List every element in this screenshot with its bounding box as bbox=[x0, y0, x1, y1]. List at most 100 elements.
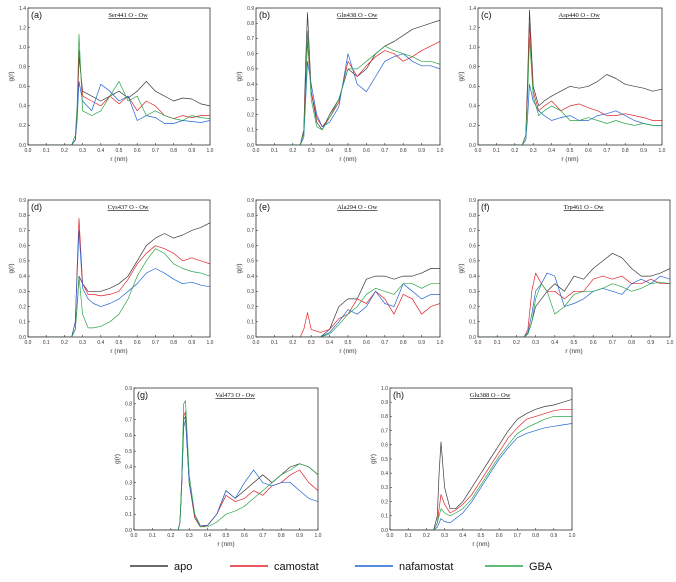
y-tick-label: 0.6 bbox=[469, 243, 476, 249]
y-tick-label: 0.0 bbox=[247, 143, 254, 149]
y-tick-label: 0.1 bbox=[247, 320, 254, 326]
panel-title: Ser441 O - Ow bbox=[108, 12, 148, 19]
panel-title: Ala294 O - Ow bbox=[337, 204, 378, 211]
y-tick-label: 0.7 bbox=[381, 428, 388, 434]
y-tick-label: 0.0 bbox=[19, 335, 26, 341]
y-tick-label: 0.7 bbox=[469, 228, 476, 234]
series-line-camostat bbox=[28, 217, 210, 337]
panel-a: 0.0 0.1 0.2 0.3 0.4 0.5 0.6 0.7 0.8 0.9 1.0 0.0 0.2 0… bbox=[8, 6, 214, 163]
y-tick-label: 0.8 bbox=[247, 213, 254, 219]
x-axis-label: r (nm) bbox=[565, 348, 582, 355]
x-tick-label: 0.1 bbox=[149, 533, 156, 539]
series-line-nafamostat bbox=[478, 272, 670, 337]
panel-title: Cys437 O - Ow bbox=[108, 204, 149, 211]
y-tick-label: 0.2 bbox=[469, 304, 476, 310]
y-tick-label: 0.3 bbox=[381, 485, 388, 491]
plot-frame bbox=[389, 387, 573, 531]
x-tick-label: 0.4 bbox=[326, 148, 333, 154]
y-tick-label: 0.0 bbox=[381, 528, 388, 534]
y-tick-label: 0.6 bbox=[19, 84, 26, 90]
y-tick-label: 1.0 bbox=[469, 45, 476, 51]
y-tick-label: 0.9 bbox=[381, 400, 388, 406]
y-tick-label: 0.4 bbox=[381, 471, 388, 477]
x-axis-label: r (nm) bbox=[339, 156, 356, 163]
y-tick-label: 0.1 bbox=[19, 320, 26, 326]
x-tick-label: 0.4 bbox=[97, 148, 104, 154]
x-tick-label: 0.3 bbox=[186, 533, 193, 539]
x-tick-label: 0.8 bbox=[628, 340, 635, 346]
x-tick-label: 0.7 bbox=[514, 533, 521, 539]
x-tick-label: 0.8 bbox=[400, 340, 407, 346]
x-tick-label: 1.0 bbox=[437, 340, 444, 346]
x-tick-label: 0.8 bbox=[170, 340, 177, 346]
y-tick-label: 0.8 bbox=[19, 213, 26, 219]
series-line-nafamostat bbox=[256, 283, 440, 337]
x-tick-label: 0.8 bbox=[278, 533, 285, 539]
panel-letter: (e) bbox=[259, 202, 270, 212]
series-line-camostat bbox=[134, 411, 318, 530]
y-tick-label: 0.9 bbox=[19, 198, 26, 204]
x-tick-label: 1.0 bbox=[667, 340, 674, 346]
x-tick-label: 0.5 bbox=[567, 148, 574, 154]
x-tick-label: 0.8 bbox=[400, 148, 407, 154]
legend-label: camostat bbox=[274, 561, 319, 573]
y-axis-label: g(r) bbox=[8, 263, 15, 273]
x-tick-label: 0.1 bbox=[405, 533, 412, 539]
x-tick-label: 1.0 bbox=[207, 148, 214, 154]
panel-title: Val473 O - Ow bbox=[215, 392, 255, 399]
legend-label: apo bbox=[174, 561, 192, 573]
x-tick-label: 0.0 bbox=[25, 340, 32, 346]
y-tick-label: 0.3 bbox=[125, 480, 132, 486]
x-tick-label: 0.6 bbox=[241, 533, 248, 539]
panel-title: Asp440 O - Ow bbox=[559, 12, 601, 19]
y-tick-label: 0.1 bbox=[247, 128, 254, 134]
plot-frame bbox=[477, 7, 663, 146]
series-line-GBA bbox=[478, 281, 670, 337]
x-tick-label: 1.0 bbox=[569, 533, 576, 539]
y-tick-label: 0.3 bbox=[19, 289, 26, 295]
series-line-GBA bbox=[390, 416, 572, 530]
series-line-apo bbox=[134, 416, 318, 530]
x-axis-label: r (nm) bbox=[110, 156, 127, 163]
series-line-apo bbox=[478, 9, 662, 145]
y-tick-label: 0.0 bbox=[19, 143, 26, 149]
y-tick-label: 0.1 bbox=[381, 514, 388, 520]
y-tick-label: 0.5 bbox=[247, 259, 254, 265]
x-tick-label: 0.8 bbox=[622, 148, 629, 154]
y-axis-label: g(r) bbox=[236, 71, 243, 81]
y-tick-label: 0.5 bbox=[381, 457, 388, 463]
x-tick-label: 0.0 bbox=[25, 148, 32, 154]
y-tick-label: 0.9 bbox=[125, 386, 132, 392]
x-axis-label: r (nm) bbox=[339, 348, 356, 355]
x-tick-label: 0.5 bbox=[223, 533, 230, 539]
x-tick-label: 0.3 bbox=[308, 148, 315, 154]
series-line-nafamostat bbox=[134, 419, 318, 530]
series-line-camostat bbox=[478, 272, 670, 337]
x-tick-label: 0.9 bbox=[647, 340, 654, 346]
x-tick-label: 0.0 bbox=[475, 340, 482, 346]
x-tick-label: 0.2 bbox=[61, 148, 68, 154]
x-tick-label: 0.5 bbox=[345, 148, 352, 154]
x-tick-label: 0.6 bbox=[496, 533, 503, 539]
x-tick-label: 1.0 bbox=[659, 148, 666, 154]
y-axis-label: g(r) bbox=[370, 454, 377, 464]
y-tick-label: 0.3 bbox=[247, 97, 254, 103]
y-tick-label: 1.4 bbox=[469, 6, 476, 12]
y-tick-label: 0.0 bbox=[247, 335, 254, 341]
series-line-camostat bbox=[478, 22, 662, 145]
x-tick-label: 0.1 bbox=[271, 340, 278, 346]
y-tick-label: 0.6 bbox=[19, 243, 26, 249]
x-tick-label: 0.8 bbox=[532, 533, 539, 539]
y-tick-label: 1.2 bbox=[469, 25, 476, 31]
series-group bbox=[256, 12, 440, 145]
x-tick-label: 0.7 bbox=[381, 148, 388, 154]
series-line-nafamostat bbox=[256, 53, 440, 145]
panel-letter: (f) bbox=[481, 202, 490, 212]
x-tick-label: 0.1 bbox=[271, 148, 278, 154]
y-tick-label: 0.4 bbox=[247, 274, 254, 280]
y-tick-label: 0.4 bbox=[469, 274, 476, 280]
x-tick-label: 0.9 bbox=[640, 148, 647, 154]
series-line-GBA bbox=[256, 283, 440, 337]
y-tick-label: 0.2 bbox=[247, 112, 254, 118]
